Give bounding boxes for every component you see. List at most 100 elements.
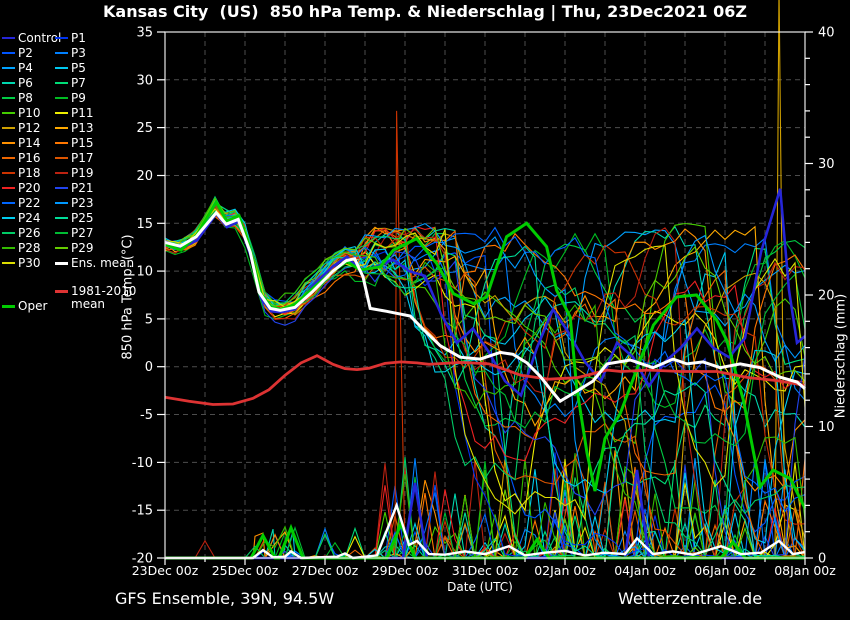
svg-text:02Jan 00z: 02Jan 00z [534,563,596,578]
legend-label: P21 [71,181,94,195]
legend-label: P3 [71,46,86,60]
legend-label: P28 [18,241,41,255]
legend-swatch-p27 [55,232,68,234]
svg-text:-10: -10 [132,456,153,471]
legend-label: Oper [18,299,48,313]
legend-item-p3: P3 [55,46,86,60]
legend-label: P30 [18,256,41,270]
legend-label: P18 [18,166,41,180]
legend-swatch-p23 [55,202,68,204]
legend-item-p25: P25 [55,211,94,225]
legend-item-p26: P26 [2,226,41,240]
svg-text:25: 25 [136,121,153,136]
legend-label: Control [18,31,62,45]
legend-swatch-p16 [2,157,15,159]
legend-swatch-p18 [2,172,15,174]
legend-swatch-p5 [55,67,68,69]
legend-label: P11 [71,106,94,120]
legend-label: P2 [18,46,33,60]
precip-P28 [165,453,805,560]
climate-mean-line [164,354,806,406]
svg-text:40: 40 [818,26,835,41]
legend-item-p2: P2 [2,46,33,60]
legend-swatch-p4 [2,67,15,69]
legend-item-p19: P19 [55,166,94,180]
temp-P9 [164,210,806,408]
legend-label: P7 [71,76,86,90]
legend-swatch-p24 [2,217,15,219]
legend-swatch-p25 [55,217,68,219]
legend-item-p16: P16 [2,151,41,165]
legend-item-p18: P18 [2,166,41,180]
legend-item-p20: P20 [2,181,41,195]
svg-text:30: 30 [818,157,835,172]
legend-label: P8 [18,91,33,105]
legend-label: 1981-2010 [71,284,137,298]
legend-swatch-p1 [55,37,68,39]
legend-label: P24 [18,211,41,225]
legend-label: P27 [71,226,94,240]
svg-text:06Jan 00z: 06Jan 00z [694,563,756,578]
legend-label: P14 [18,136,41,150]
legend-swatch-climate-mean [55,290,68,293]
footer-brand: Wetterzentrale.de [617,589,763,608]
legend-label: P13 [71,121,94,135]
legend-swatch-p28 [2,247,15,249]
right-axis-label: Niederschlag (mm) [833,293,849,419]
svg-text:29Dec 00z: 29Dec 00z [372,563,439,578]
temp-P21 [164,208,806,559]
svg-text:04Jan 00z: 04Jan 00z [614,563,676,578]
legend-item-p9: P9 [55,91,86,105]
svg-text:08Jan 00z: 08Jan 00z [774,563,836,578]
legend-swatch-p10 [2,112,15,114]
legend-item-p4: P4 [2,61,33,75]
svg-text:-20: -20 [132,552,153,567]
legend-label: P1 [71,31,86,45]
legend-label: P29 [71,241,94,255]
ens-mean-precip-line [165,501,806,560]
legend-item-p23: P23 [55,196,94,210]
legend-swatch-p2 [2,52,15,54]
left-axis-label: 850 hPa Temp. (°C) [120,234,136,360]
svg-text:0: 0 [818,552,826,567]
legend-item-p28: P28 [2,241,41,255]
legend-label: P6 [18,76,33,90]
legend-swatch-p7 [55,82,68,84]
legend-swatch-p30 [2,262,15,264]
svg-text:10: 10 [818,420,835,435]
legend-item-p21: P21 [55,181,94,195]
temp-P29 [164,198,806,382]
legend-swatch-oper [2,304,15,308]
legend-item-p22: P22 [2,196,41,210]
legend-item-p10: P10 [2,106,41,120]
legend-swatch-control [2,37,15,39]
legend-label: P26 [18,226,41,240]
legend-item-p17: P17 [55,151,94,165]
svg-text:31Dec 00z: 31Dec 00z [452,563,519,578]
svg-text:20: 20 [818,289,835,304]
svg-text:20: 20 [136,169,153,184]
x-axis-title: Date (UTC) [447,580,513,594]
temp-P16 [164,208,806,558]
temp-P25 [164,200,806,559]
legend-item-p13: P13 [55,121,94,135]
legend-item-p6: P6 [2,76,33,90]
oper-precip-line [165,519,805,560]
svg-text:-15: -15 [132,504,153,519]
legend-label: P15 [71,136,94,150]
svg-text:25Dec 00z: 25Dec 00z [212,563,279,578]
legend-item-p15: P15 [55,136,94,150]
legend-swatch-p14 [2,142,15,144]
legend-item-p12: P12 [2,121,41,135]
legend-swatch-p6 [2,82,15,84]
legend-swatch-p29 [55,247,68,249]
legend-swatch-p12 [2,127,15,129]
legend-label: P19 [71,166,94,180]
axis-tick-labels: 35 30 25 20 15 10 5 0 -5 -10 -15 -20 40 30 20 10 0 23Dec … [132,26,837,579]
axis-ticks [157,31,813,565]
legend-item-p11: P11 [55,106,94,120]
legend-item-ens-mean: Ens. mean [55,256,134,270]
svg-text:0: 0 [145,360,153,375]
